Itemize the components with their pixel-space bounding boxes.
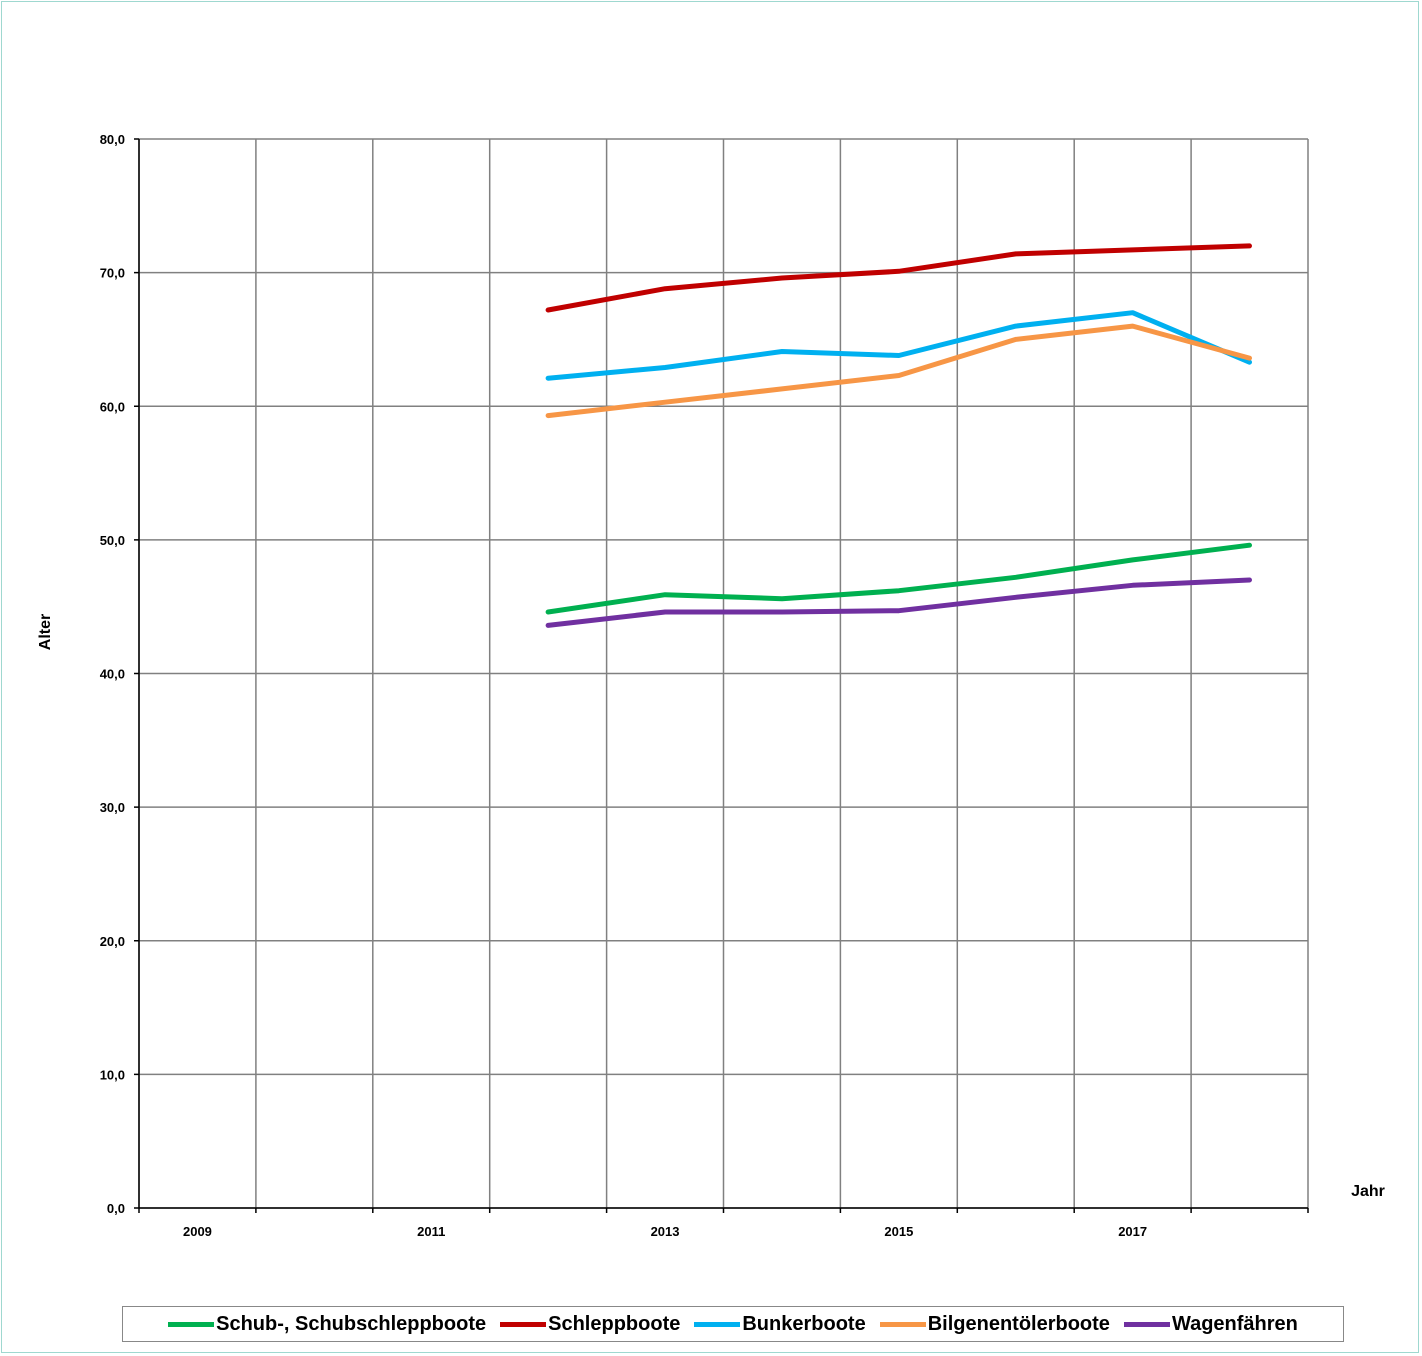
legend-swatch [694,1321,741,1327]
legend-swatch [1123,1321,1170,1327]
y-tick-label: 0,0 [107,1201,125,1216]
legend-item: Wagenfähren [1123,1312,1298,1336]
legend: Schub-, Schubschleppboote Schleppboote Bun… [122,1306,1344,1342]
legend-item: Bunkerboote [694,1312,866,1336]
legend-label: Schub-, Schubschleppboote [216,1312,487,1335]
series-line-3 [545,310,1252,381]
series-lines [545,243,1252,628]
series-line-1 [545,542,1252,615]
y-axis-label: Alter [37,614,54,650]
y-tick-label: 10,0 [100,1067,125,1082]
x-tick-label: 2017 [1118,1224,1147,1239]
y-tick-label: 70,0 [100,266,125,281]
y-tick-label: 20,0 [100,934,125,949]
legend-label: Schleppboote [548,1312,681,1335]
x-tick-label: 2011 [417,1224,445,1239]
x-axis-ticks: 2009 2011 2013 2015 2017 [183,1224,1147,1239]
y-tick-label: 60,0 [100,399,125,414]
legend-item: Schleppboote [500,1313,680,1336]
series-line-5 [545,577,1252,628]
series-line-2 [545,243,1252,313]
legend-item: Bilgenentölerboote [879,1312,1110,1336]
legend-swatch [879,1321,926,1327]
y-tick-label: 40,0 [100,667,125,682]
x-tick-label: 2009 [183,1224,212,1239]
legend-label: Bilgenentölerboote [927,1312,1110,1335]
y-tick-label: 50,0 [100,533,125,548]
y-axis-ticks: 0,0 10,0 20,0 30,0 40,0 50,0 60,0 70,0 80,0 [100,132,125,1216]
legend-swatch [500,1321,547,1327]
y-tick-label: 30,0 [100,800,125,815]
x-tick-label: 2013 [651,1224,680,1239]
legend-swatch [168,1321,215,1327]
series-line-4 [545,323,1252,419]
legend-label: Wagenfähren [1171,1312,1298,1335]
y-tick-label: 80,0 [100,132,125,147]
legend-item: Schub-, Schubschleppboote [168,1313,486,1336]
legend-label: Bunkerboote [742,1312,866,1335]
grid [134,138,1309,1213]
x-tick-label: 2015 [884,1224,913,1239]
x-axis-label: Jahr [1351,1183,1385,1200]
